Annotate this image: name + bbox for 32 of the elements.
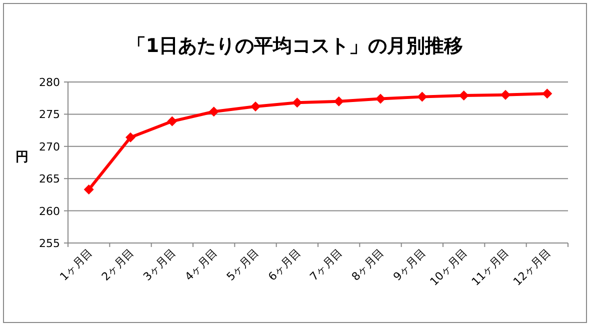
x-tick-label: 10ヶ月目 [428, 246, 470, 288]
point [250, 101, 260, 112]
y-axis-title: 円 [16, 150, 28, 165]
point [292, 98, 302, 108]
x-tick-label: 3ヶ月目 [140, 246, 178, 284]
point [126, 132, 136, 142]
point [84, 184, 94, 195]
y-tick-label: 275 [39, 108, 60, 122]
x-tick-label: 6ヶ月目 [266, 246, 304, 284]
y-tick-label: 265 [39, 172, 60, 186]
x-tick-label: 11ヶ月目 [469, 246, 512, 288]
x-tick-label: 4ヶ月目 [182, 246, 220, 284]
x-tick-label: 7ヶ月目 [307, 246, 345, 284]
point [458, 90, 469, 101]
point [334, 96, 344, 106]
x-tick-label: 5ヶ月目 [224, 246, 262, 284]
x-tick-label: 2ヶ月目 [99, 246, 137, 284]
x-tick-label: 1ヶ月目 [57, 246, 95, 284]
point [542, 88, 552, 99]
y-tick-label: 260 [39, 204, 60, 218]
point [417, 92, 428, 102]
x-tick-label: 12ヶ月目 [510, 246, 554, 288]
x-tick-label: 9ヶ月目 [390, 246, 428, 284]
chart-title: 「1日あたりの平均コスト」の月別推移 [126, 35, 464, 57]
point [376, 94, 386, 104]
point [500, 90, 510, 100]
point [167, 116, 178, 126]
x-tick-label: 8ヶ月目 [349, 246, 387, 284]
y-tick-label: 280 [39, 76, 60, 89]
y-tick-label: 270 [39, 140, 60, 154]
point [208, 106, 219, 117]
y-tick-label: 255 [39, 237, 60, 250]
